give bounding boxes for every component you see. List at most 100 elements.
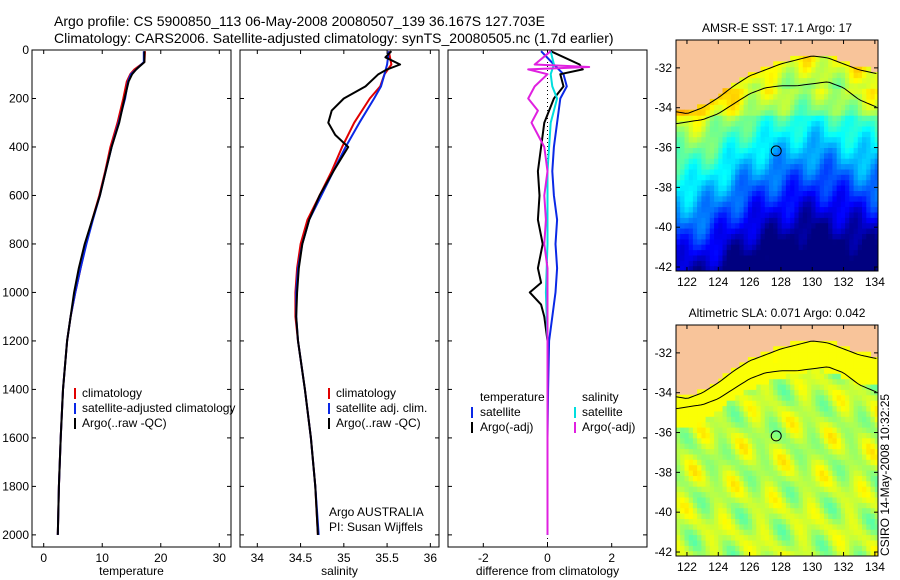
map-cell: [760, 254, 766, 261]
map-cell: [874, 77, 878, 84]
map-cell: [840, 158, 846, 165]
map-cell: [684, 190, 690, 197]
map-cell: [781, 453, 787, 460]
map-cell: [807, 168, 812, 175]
x-tick-label: 30: [213, 551, 227, 565]
map-cell: [866, 98, 872, 105]
map-cell: [764, 174, 770, 181]
map-cell: [747, 98, 753, 105]
map-cell: [828, 443, 833, 450]
map-cell: [764, 378, 770, 385]
map-cell: [824, 383, 829, 390]
map-cell: [773, 448, 778, 455]
map-cell: [722, 115, 728, 122]
map-cell: [874, 244, 878, 251]
map-cell: [845, 265, 850, 271]
map-cell: [790, 405, 795, 412]
map-cell: [828, 357, 833, 364]
map-cell: [747, 152, 753, 159]
map-cell: [735, 120, 740, 127]
map-cell: [773, 211, 778, 218]
map-cell: [731, 147, 736, 154]
map-cell: [747, 168, 753, 175]
map-cell: [811, 190, 817, 197]
map-cell: [785, 228, 791, 234]
map-cell: [781, 427, 787, 433]
map-cell: [874, 228, 878, 234]
map-cell: [769, 238, 774, 245]
map-cell: [739, 367, 745, 374]
map-cell: [764, 486, 770, 493]
map-cell: [874, 82, 878, 89]
map-cell: [794, 249, 800, 256]
map-cell: [684, 405, 690, 412]
map-cell: [853, 66, 859, 73]
map-cell: [756, 158, 762, 165]
map-cell: [709, 249, 715, 256]
map-cell: [794, 448, 800, 455]
map-cell: [752, 491, 757, 498]
map-cell: [747, 131, 753, 138]
map-cell: [794, 163, 800, 170]
map-cell: [870, 545, 876, 552]
map-cell: [756, 357, 762, 364]
map-cell: [697, 539, 702, 546]
map-cell: [857, 233, 863, 240]
map-cell: [735, 507, 740, 514]
map-cell: [819, 491, 825, 498]
map-cell: [866, 265, 872, 271]
map-cell: [811, 437, 817, 444]
map-cell: [747, 437, 753, 444]
map-cell: [785, 486, 791, 493]
map-cell: [684, 228, 690, 234]
map-cell: [718, 523, 724, 530]
map-cell: [870, 109, 876, 116]
map-cell: [697, 179, 702, 186]
map-cell: [815, 443, 821, 450]
map-cell: [769, 389, 774, 396]
map-cell: [726, 190, 732, 197]
map-cell: [840, 168, 846, 175]
map-cell: [731, 378, 736, 385]
map-cell: [815, 448, 821, 455]
map-cell: [790, 464, 795, 471]
map-cell: [862, 179, 867, 186]
map-cell: [701, 443, 707, 450]
map-cell: [849, 238, 855, 245]
map-cell: [870, 222, 876, 229]
map-cell: [807, 373, 812, 380]
map-cell: [794, 378, 800, 385]
map-cell: [760, 179, 766, 186]
map-cell: [752, 152, 757, 159]
map-cell: [845, 464, 850, 471]
map-cell: [790, 351, 795, 358]
map-cell: [735, 244, 740, 251]
map-cell: [815, 518, 821, 525]
map-cell: [714, 163, 719, 170]
map-cell: [794, 357, 800, 364]
map-cell: [798, 179, 804, 186]
map-cell: [756, 513, 762, 519]
map-cell: [840, 443, 846, 450]
map-cell: [773, 534, 778, 541]
map-cell: [764, 491, 770, 498]
map-cell: [739, 190, 745, 197]
map-cell: [731, 480, 736, 487]
map-cell: [832, 265, 838, 271]
map-cell: [769, 244, 774, 251]
map-cell: [857, 383, 863, 390]
map-cell: [692, 480, 698, 487]
map-cell: [819, 357, 825, 364]
map-cell: [773, 443, 778, 450]
map-cell: [777, 190, 783, 197]
map-cell: [802, 367, 808, 374]
map-cell: [769, 545, 774, 552]
map-cell: [756, 104, 762, 111]
map-cell: [684, 222, 690, 229]
map-cell: [752, 427, 757, 433]
map-cell: [836, 405, 842, 412]
map-cell: [845, 233, 850, 240]
map-cell: [866, 217, 872, 224]
map-cell: [692, 502, 698, 509]
map-cell: [845, 416, 850, 423]
